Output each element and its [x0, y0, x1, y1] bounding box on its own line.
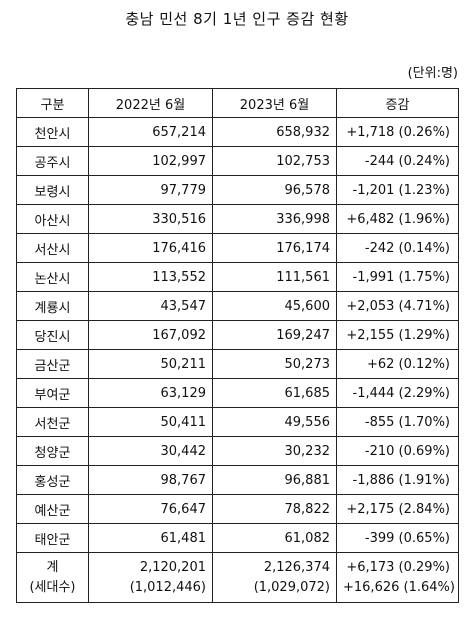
- total-change-cell: +6,173 (0.29%) +16,626 (1.64%): [336, 552, 459, 603]
- households-2022-value: (1,012,446): [129, 579, 206, 595]
- households-label: (세대수): [29, 579, 76, 595]
- table-row: 홍성군 98,767 96,881 -1,886 (1.91%): [16, 465, 459, 495]
- population-change: +2,175 (2.84%): [336, 494, 459, 524]
- population-change: -1,886 (1.91%): [336, 465, 459, 495]
- header-change: 증감: [336, 88, 459, 118]
- table-row: 당진시 167,092 169,247 +2,155 (1.29%): [16, 320, 459, 350]
- households-change-value: +16,626 (1.64%): [343, 579, 455, 595]
- table-row: 예산군 76,647 78,822 +2,175 (2.84%): [16, 494, 459, 524]
- unit-label: (단위:명): [407, 66, 458, 81]
- region-name: 공주시: [16, 146, 89, 176]
- population-change: -399 (0.65%): [336, 523, 459, 553]
- population-change: +2,155 (1.29%): [336, 320, 459, 350]
- population-2023: 658,932: [212, 117, 337, 147]
- region-name: 부여군: [16, 378, 89, 408]
- households-2023-value: (1,029,072): [253, 579, 330, 595]
- total-row: 계 (세대수) 2,120,201 (1,012,446) 2,126,374 …: [16, 552, 459, 603]
- region-name: 논산시: [16, 262, 89, 292]
- table-row: 부여군 63,129 61,685 -1,444 (2.29%): [16, 378, 459, 408]
- region-name: 태안군: [16, 523, 89, 553]
- population-2022: 50,211: [88, 349, 213, 379]
- population-change: +1,718 (0.26%): [336, 117, 459, 147]
- population-2023: 61,685: [212, 378, 337, 408]
- region-name: 계룡시: [16, 291, 89, 321]
- table-row: 공주시 102,997 102,753 -244 (0.24%): [16, 146, 459, 176]
- population-2022: 113,552: [88, 262, 213, 292]
- table-row: 계룡시 43,547 45,600 +2,053 (4.71%): [16, 291, 459, 321]
- table-row: 아산시 330,516 336,998 +6,482 (1.96%): [16, 204, 459, 234]
- population-change: -1,201 (1.23%): [336, 175, 459, 205]
- population-2022: 50,411: [88, 407, 213, 437]
- population-change: -855 (1.70%): [336, 407, 459, 437]
- population-change: -244 (0.24%): [336, 146, 459, 176]
- table-row: 서천군 50,411 49,556 -855 (1.70%): [16, 407, 459, 437]
- population-2023: 45,600: [212, 291, 337, 321]
- region-name: 홍성군: [16, 465, 89, 495]
- region-name: 금산군: [16, 349, 89, 379]
- table-row: 금산군 50,211 50,273 +62 (0.12%): [16, 349, 459, 379]
- population-2022: 102,997: [88, 146, 213, 176]
- total-2022-value: 2,120,201: [139, 559, 206, 575]
- table-row: 태안군 61,481 61,082 -399 (0.65%): [16, 523, 459, 553]
- population-2023: 96,881: [212, 465, 337, 495]
- region-name: 예산군: [16, 494, 89, 524]
- population-2023: 102,753: [212, 146, 337, 176]
- population-2023: 30,232: [212, 436, 337, 466]
- header-row: 구분 2022년 6월 2023년 6월 증감: [16, 88, 459, 118]
- population-2023: 336,998: [212, 204, 337, 234]
- header-2023-june: 2023년 6월: [212, 88, 337, 118]
- table-row: 천안시 657,214 658,932 +1,718 (0.26%): [16, 117, 459, 147]
- header-category: 구분: [16, 88, 89, 118]
- total-change-value: +6,173 (0.29%): [346, 559, 450, 575]
- total-label: 계: [46, 559, 59, 575]
- population-2023: 169,247: [212, 320, 337, 350]
- population-change: -242 (0.14%): [336, 233, 459, 263]
- population-2023: 49,556: [212, 407, 337, 437]
- header-2022-june: 2022년 6월: [88, 88, 213, 118]
- region-name: 아산시: [16, 204, 89, 234]
- population-change: -210 (0.69%): [336, 436, 459, 466]
- population-2022: 63,129: [88, 378, 213, 408]
- population-2022: 97,779: [88, 175, 213, 205]
- region-name: 당진시: [16, 320, 89, 350]
- population-change: -1,444 (2.29%): [336, 378, 459, 408]
- population-change: +6,482 (1.96%): [336, 204, 459, 234]
- table-row: 보령시 97,779 96,578 -1,201 (1.23%): [16, 175, 459, 205]
- population-change: +62 (0.12%): [336, 349, 459, 379]
- population-2023: 61,082: [212, 523, 337, 553]
- population-table: 구분 2022년 6월 2023년 6월 증감 천안시 657,214 658,93…: [16, 88, 459, 603]
- region-name: 서산시: [16, 233, 89, 263]
- table-row: 청양군 30,442 30,232 -210 (0.69%): [16, 436, 459, 466]
- population-2022: 43,547: [88, 291, 213, 321]
- total-name-cell: 계 (세대수): [16, 552, 89, 603]
- population-change: +2,053 (4.71%): [336, 291, 459, 321]
- population-2023: 78,822: [212, 494, 337, 524]
- population-2023: 111,561: [212, 262, 337, 292]
- population-2022: 30,442: [88, 436, 213, 466]
- population-2022: 98,767: [88, 465, 213, 495]
- region-name: 청양군: [16, 436, 89, 466]
- population-2023: 176,174: [212, 233, 337, 263]
- population-2022: 167,092: [88, 320, 213, 350]
- population-2022: 176,416: [88, 233, 213, 263]
- table-row: 논산시 113,552 111,561 -1,991 (1.75%): [16, 262, 459, 292]
- population-2022: 330,516: [88, 204, 213, 234]
- total-2023-value: 2,126,374: [263, 559, 330, 575]
- table-row: 서산시 176,416 176,174 -242 (0.14%): [16, 233, 459, 263]
- population-change: -1,991 (1.75%): [336, 262, 459, 292]
- population-2023: 50,273: [212, 349, 337, 379]
- page-title: 충남 민선 8기 1년 인구 증감 현황: [125, 10, 349, 28]
- population-2022: 657,214: [88, 117, 213, 147]
- region-name: 서천군: [16, 407, 89, 437]
- total-2023-cell: 2,126,374 (1,029,072): [212, 552, 337, 603]
- total-2022-cell: 2,120,201 (1,012,446): [88, 552, 213, 603]
- population-2022: 76,647: [88, 494, 213, 524]
- region-name: 보령시: [16, 175, 89, 205]
- region-name: 천안시: [16, 117, 89, 147]
- population-2023: 96,578: [212, 175, 337, 205]
- population-2022: 61,481: [88, 523, 213, 553]
